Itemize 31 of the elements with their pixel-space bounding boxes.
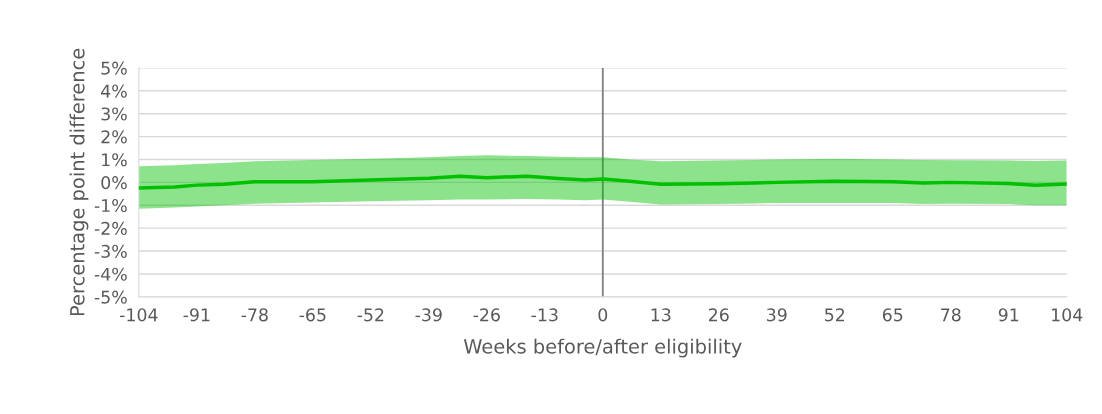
y-tick-label: -2% — [94, 221, 127, 235]
y-tick-label: -4% — [94, 267, 127, 281]
x-axis-title: Weeks before/after eligibility — [463, 338, 742, 358]
x-tick-label: 78 — [941, 308, 961, 322]
y-tick-label: -3% — [94, 244, 127, 258]
y-tick-label: -1% — [94, 198, 127, 213]
line-series — [138, 174, 1067, 190]
x-tick-label: -65 — [299, 308, 326, 322]
x-tick-label: 91 — [998, 308, 1019, 322]
x-tick-label: -91 — [183, 308, 210, 322]
x-tick-label: -78 — [241, 308, 268, 322]
y-axis-title: Percentage point difference — [69, 48, 89, 316]
x-tick-label: 104 — [1052, 308, 1083, 322]
x-tick-label: -13 — [531, 308, 558, 322]
x-tick-label: -104 — [120, 308, 158, 322]
y-tick-label: 5% — [101, 61, 127, 75]
x-tick-label: 26 — [709, 308, 729, 322]
x-tick-label: 0 — [598, 308, 608, 322]
x-tick-label: 39 — [767, 308, 787, 322]
x-tick-label: 65 — [882, 308, 903, 322]
x-tick-label: 13 — [651, 308, 671, 322]
x-tick-label: -39 — [415, 308, 442, 322]
y-tick-label: 4% — [101, 84, 127, 98]
y-tick-label: 1% — [102, 153, 127, 167]
x-tick-label: 52 — [825, 308, 845, 322]
y-tick-label: 3% — [101, 107, 127, 121]
x-tick-label: -26 — [473, 308, 500, 322]
y-tick-label: 0% — [101, 176, 127, 190]
x-tick-label: -52 — [357, 308, 384, 322]
y-tick-label: -5% — [94, 290, 127, 304]
y-tick-label: 2% — [101, 130, 127, 144]
